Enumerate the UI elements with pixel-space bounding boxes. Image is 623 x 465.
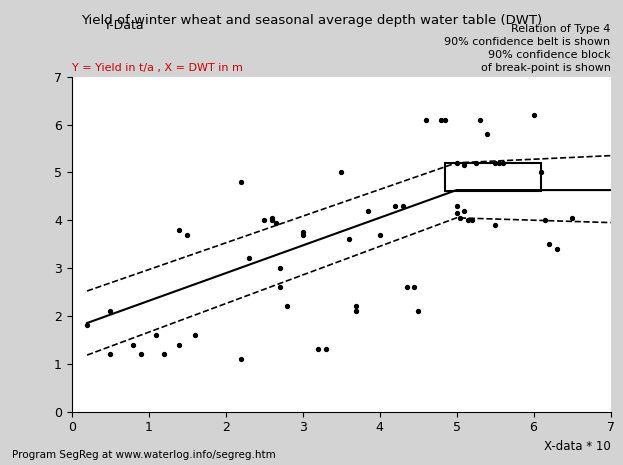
Point: [471, 159, 481, 166]
Point: [467, 217, 477, 224]
Point: [413, 307, 423, 315]
Point: [298, 228, 308, 236]
Point: [259, 217, 269, 224]
Point: [344, 236, 354, 243]
Text: Y-Data: Y-Data: [104, 19, 145, 32]
Text: Program SegReg at www.waterlog.info/segreg.htm: Program SegReg at www.waterlog.info/segr…: [12, 450, 276, 460]
Point: [136, 351, 146, 358]
Point: [409, 284, 419, 291]
Point: [182, 231, 192, 238]
Text: Relation of Type 4
90% confidence belt is shown
90% confidence block
of break-po: Relation of Type 4 90% confidence belt i…: [444, 24, 611, 73]
Text: X-data * 10: X-data * 10: [544, 440, 611, 453]
Point: [275, 284, 285, 291]
Point: [351, 307, 361, 315]
Point: [313, 345, 323, 353]
Point: [494, 159, 504, 166]
Point: [159, 351, 169, 358]
Point: [536, 169, 546, 176]
Point: [390, 202, 400, 210]
Text: Yield of winter wheat and seasonal average depth water table (DWT): Yield of winter wheat and seasonal avera…: [81, 14, 542, 27]
Point: [397, 202, 407, 210]
Point: [452, 202, 462, 210]
Point: [498, 159, 508, 166]
Point: [363, 207, 373, 214]
Point: [374, 231, 384, 238]
Bar: [445, 163, 541, 191]
Point: [298, 231, 308, 238]
Point: [421, 116, 430, 124]
Point: [267, 214, 277, 221]
Point: [244, 255, 254, 262]
Point: [282, 303, 292, 310]
Point: [452, 159, 462, 166]
Point: [105, 351, 115, 358]
Point: [351, 303, 361, 310]
Point: [482, 130, 492, 138]
Point: [321, 345, 331, 353]
Point: [490, 221, 500, 229]
Point: [105, 307, 115, 315]
Point: [336, 169, 346, 176]
Point: [459, 161, 469, 169]
Point: [528, 111, 538, 119]
Point: [128, 341, 138, 348]
Point: [236, 178, 246, 186]
Point: [490, 159, 500, 166]
Point: [567, 214, 577, 221]
Point: [151, 331, 161, 339]
Point: [82, 322, 92, 329]
Point: [463, 217, 473, 224]
Point: [552, 245, 562, 252]
Point: [440, 116, 450, 124]
Point: [174, 226, 184, 233]
Point: [275, 264, 285, 272]
Point: [455, 214, 465, 221]
Point: [452, 209, 462, 217]
Text: Y = Yield in t/a , X = DWT in m: Y = Yield in t/a , X = DWT in m: [72, 63, 242, 73]
Point: [174, 341, 184, 348]
Point: [475, 116, 485, 124]
Point: [459, 207, 469, 214]
Point: [270, 219, 280, 226]
Point: [267, 217, 277, 224]
Point: [436, 116, 446, 124]
Point: [190, 331, 200, 339]
Point: [544, 240, 554, 248]
Point: [236, 355, 246, 363]
Point: [540, 217, 550, 224]
Point: [402, 284, 412, 291]
